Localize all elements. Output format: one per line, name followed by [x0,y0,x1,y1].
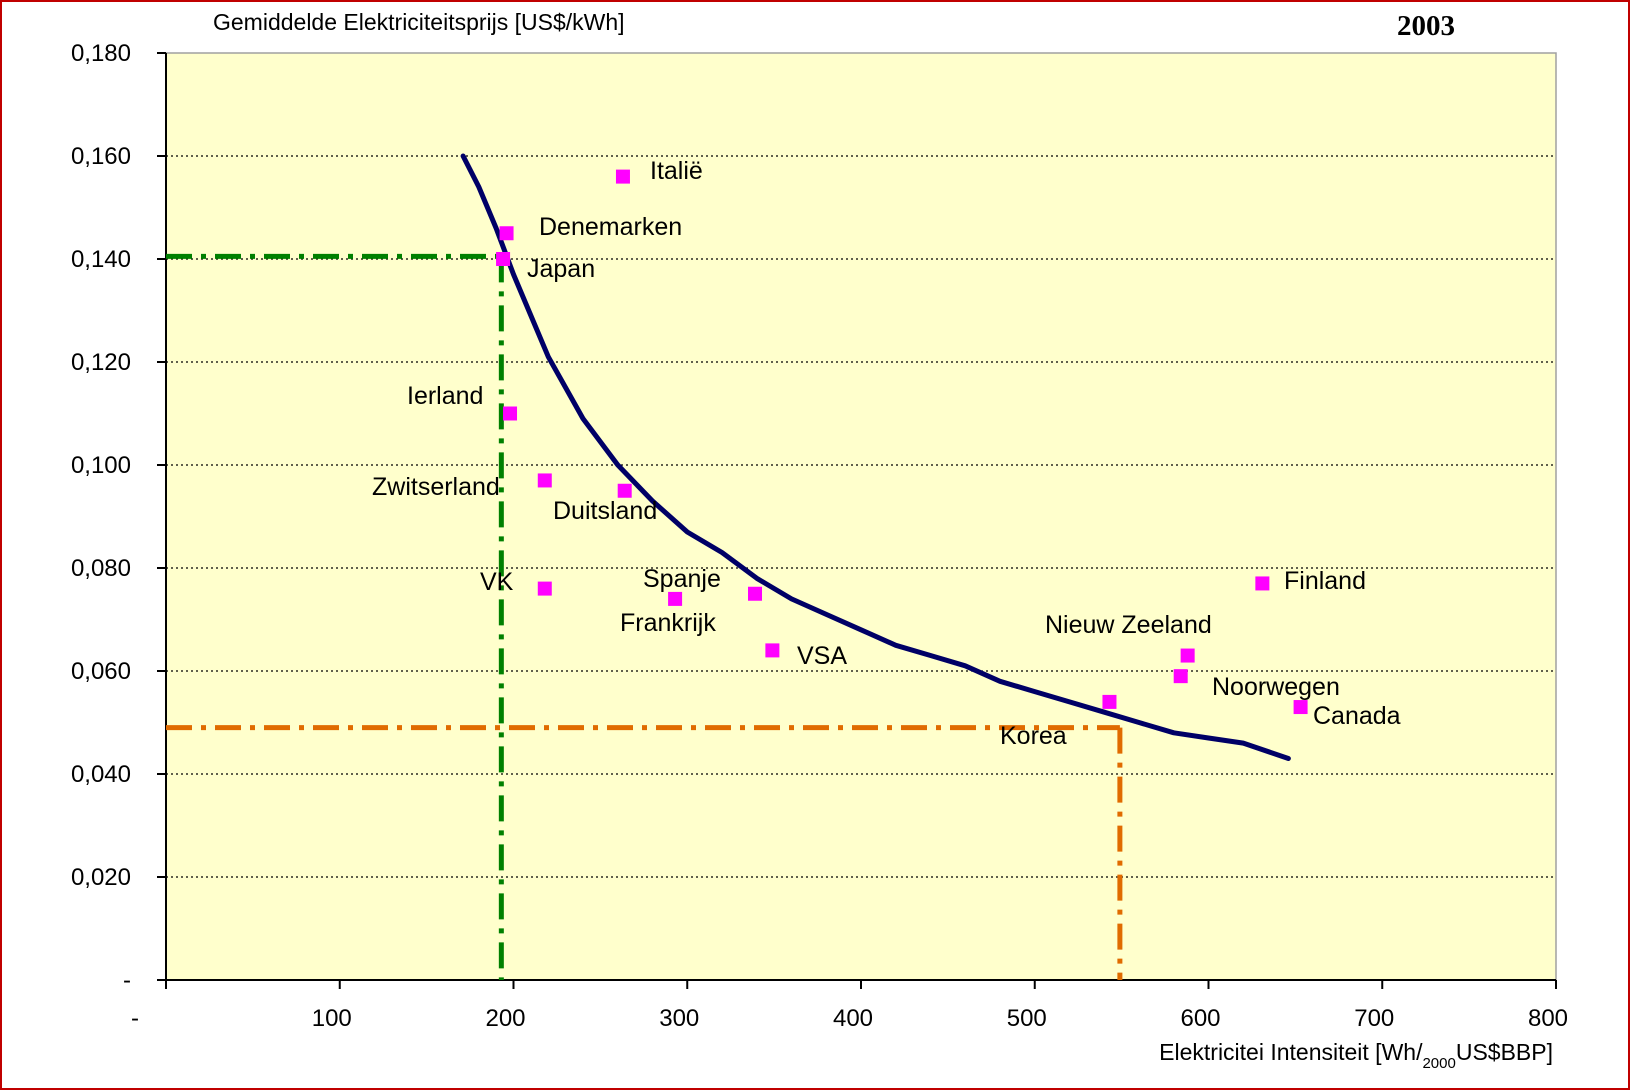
y-tick-label: 0,120 [71,349,131,376]
x-tick-label: 100 [312,1005,352,1032]
data-point [1173,669,1188,684]
x-axis-title-subscript: 2000 [1422,1055,1455,1072]
data-point [615,169,630,184]
y-axis-title: Gemiddelde Elektriciteitsprijs [US$/kWh] [213,9,625,35]
point-label: Finland [1284,567,1366,595]
y-tick-label: 0,100 [71,452,131,479]
axes [157,52,1557,989]
data-point [765,643,780,658]
y-tick-label: 0,180 [71,40,131,67]
point-label: Spanje [643,565,721,593]
y-tick-label: 0,020 [71,864,131,891]
point-label: Japan [527,255,595,283]
chart-title: 2003 [1397,10,1455,42]
trend-curve-layer [460,153,1291,761]
data-point [537,473,552,488]
point-label: Italië [650,157,703,185]
x-tick-label: 400 [833,1005,873,1032]
y-tick-label: - [123,967,131,994]
data-point [1180,648,1195,663]
y-tick-label: 0,040 [71,761,131,788]
point-label: Denemarken [539,213,682,241]
y-tick-label: 0,140 [71,246,131,273]
x-tick-label: 300 [659,1005,699,1032]
data-point [1293,700,1308,715]
x-tick-label: 200 [485,1005,525,1032]
point-label: Nieuw Zeeland [1045,611,1212,639]
guide-lines [166,253,1123,980]
data-points [496,169,1308,715]
point-labels: Italië Denemarken Japan Ierland Zwitserland D… [372,157,1401,750]
x-tick-label: 800 [1528,1005,1568,1032]
data-point [496,252,511,266]
data-point [1255,576,1270,591]
point-label: Canada [1313,702,1401,730]
point-label: Ierland [407,382,483,410]
gridlines [166,155,1556,878]
data-point [617,483,632,498]
x-axis-title-prefix: Elektricitei Intensiteit [Wh/ [1159,1039,1423,1065]
data-point [748,586,763,601]
point-label: VSA [797,642,847,670]
data-point [499,226,514,241]
y-tick-label: 0,060 [71,658,131,685]
plot-area [165,52,1557,981]
data-point [537,581,552,596]
x-tick-label: - [131,1005,139,1032]
y-tick-label: 0,160 [71,143,131,170]
point-label: Noorwegen [1212,673,1340,701]
point-label: Korea [1000,722,1067,750]
x-tick-label: 500 [1007,1005,1047,1032]
data-point [668,591,683,606]
data-point [503,406,518,421]
x-tick-label: 600 [1180,1005,1220,1032]
point-label: Frankrijk [620,609,716,637]
y-tick-label: 0,080 [71,555,131,582]
data-point [1102,694,1117,709]
x-axis-title: Elektricitei Intensiteit [Wh/2000US$BBP] [1159,1039,1553,1072]
trend-curve [460,153,1291,761]
point-label: VK [480,568,514,596]
point-label: Zwitserland [372,473,500,501]
x-axis-title-suffix: US$BBP] [1456,1039,1553,1065]
x-tick-label: 700 [1354,1005,1394,1032]
point-label: Duitsland [553,497,657,525]
tick-labels: - 0,020 0,040 0,060 0,080 0,100 0,120 0,140 0,16… [71,40,1568,1032]
